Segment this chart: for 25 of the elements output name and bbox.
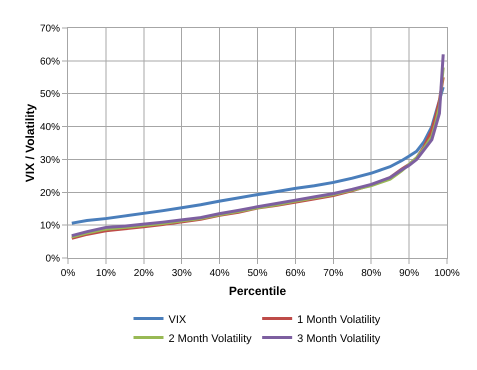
- y-tick-label: 50%: [40, 89, 60, 100]
- x-tick-label: 70%: [323, 268, 344, 279]
- y-tick-label: 30%: [40, 154, 60, 166]
- x-tick-label: 90%: [399, 268, 420, 279]
- y-tick-label: 40%: [40, 122, 60, 134]
- x-tick-label: 20%: [134, 268, 154, 279]
- y-tick-label: 0%: [46, 254, 60, 264]
- legend-label: 1 Month Volatility: [297, 314, 381, 326]
- y-tick-label: 20%: [40, 188, 60, 199]
- x-tick-label: 60%: [285, 268, 306, 279]
- x-tick-label: 100%: [434, 268, 460, 279]
- y-axis-title: VIX / Volatility: [23, 103, 37, 182]
- x-tick-label: 80%: [361, 268, 382, 279]
- x-tick-label: 0%: [60, 268, 76, 279]
- x-tick-label: 40%: [210, 268, 230, 279]
- y-tick-label: 10%: [40, 220, 60, 232]
- legend-label: VIX: [168, 314, 187, 326]
- legend-label: 2 Month Volatility: [168, 332, 252, 345]
- x-tick-label: 50%: [247, 268, 268, 279]
- x-tick-label: 10%: [96, 268, 116, 279]
- x-tick-label: 30%: [172, 268, 192, 279]
- x-axis-title: Percentile: [228, 284, 286, 298]
- legend-label: 3 Month Volatility: [297, 332, 381, 345]
- y-tick-label: 60%: [40, 56, 60, 68]
- y-tick-label: 70%: [40, 24, 60, 34]
